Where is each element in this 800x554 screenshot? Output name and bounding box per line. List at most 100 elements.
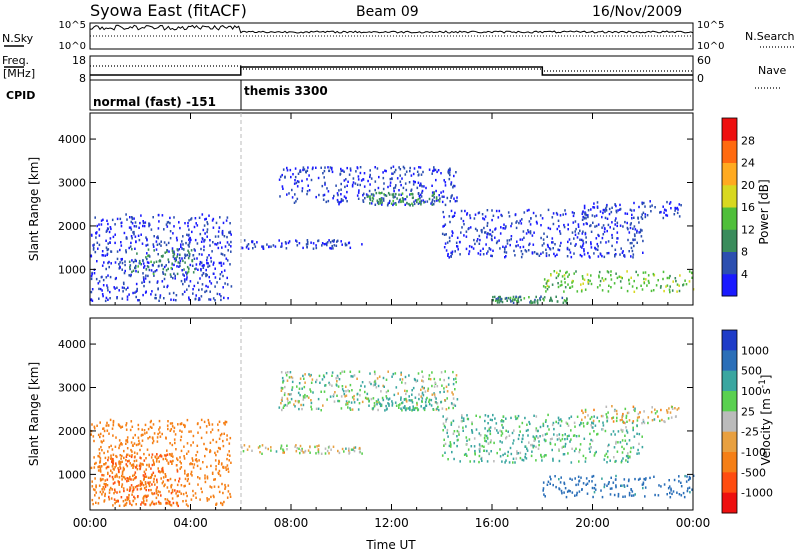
power-cell [262, 247, 265, 250]
velocity-cell [579, 448, 581, 452]
velocity-cell [564, 487, 567, 490]
power-cell [289, 168, 292, 172]
power-cell [580, 238, 583, 242]
velocity-cell [179, 460, 181, 463]
velocity-cell [436, 407, 438, 410]
velocity-cell [134, 433, 136, 437]
velocity-cell [199, 498, 201, 501]
velocity-cell [593, 454, 596, 457]
power-cell [444, 223, 447, 226]
velocity-cell [219, 474, 222, 477]
velocity-cell [643, 421, 646, 425]
velocity-cell [621, 451, 624, 454]
power-cell [506, 239, 509, 242]
velocity-cell [606, 450, 609, 453]
velocity-cell [578, 460, 580, 463]
velocity-cell [456, 398, 459, 401]
velocity-cell [283, 451, 285, 454]
power-cell [187, 243, 190, 247]
velocity-cell [436, 385, 439, 388]
power-cell [124, 260, 126, 263]
power-colorbar-swatch [722, 207, 737, 230]
power-cell [302, 168, 304, 172]
velocity-cell [349, 370, 352, 373]
velocity-cell [533, 439, 535, 442]
power-cell [432, 169, 434, 173]
power-cell [160, 255, 163, 258]
velocity-cell [442, 429, 444, 432]
velocity-cell [678, 475, 680, 478]
velocity-cell [208, 421, 210, 424]
velocity-cell [552, 421, 555, 425]
power-cell [214, 276, 217, 279]
power-cell [376, 199, 379, 202]
power-cell [187, 221, 189, 225]
velocity-cell [99, 490, 102, 494]
velocity-cell [421, 385, 424, 389]
velocity-cell [629, 450, 632, 454]
velocity-cell [421, 400, 423, 403]
power-cell [559, 244, 561, 247]
velocity-cell [125, 463, 128, 466]
power-cell [552, 247, 554, 250]
power-cell [444, 184, 447, 187]
velocity-cell [620, 484, 622, 487]
velocity-cell [606, 419, 609, 423]
power-cell [420, 173, 423, 176]
velocity-cell [149, 435, 151, 439]
velocity-cell [224, 423, 226, 426]
velocity-cell [154, 474, 156, 478]
power-cell [389, 199, 391, 203]
velocity-cell [112, 504, 114, 507]
velocity-cell [166, 424, 169, 427]
velocity-cell [213, 495, 215, 499]
velocity-cell [145, 485, 148, 488]
velocity-cell [132, 474, 134, 477]
velocity-cell [107, 456, 110, 459]
velocity-cell [395, 386, 398, 389]
velocity-cell [607, 444, 609, 448]
power-cell [572, 221, 575, 224]
power-cell [157, 287, 159, 290]
power-cell [329, 166, 332, 169]
velocity-cell [356, 398, 359, 401]
power-cell [433, 166, 435, 169]
velocity-cell [345, 390, 347, 393]
velocity-cell [121, 470, 124, 473]
velocity-cell [473, 437, 476, 440]
velocity-cell [377, 384, 380, 388]
x-tick-label: 00:00 [676, 516, 711, 530]
power-cell [133, 233, 135, 236]
power-cell [423, 185, 425, 188]
velocity-cell [496, 429, 498, 432]
power-cell [181, 247, 183, 250]
power-cell [446, 196, 449, 200]
velocity-cell [259, 445, 261, 448]
velocity-cell [319, 381, 321, 384]
velocity-cell [368, 381, 371, 384]
power-cell [150, 293, 152, 296]
velocity-cell [539, 435, 541, 438]
power-cell [412, 180, 415, 183]
power-cell [411, 202, 413, 205]
velocity-cell [451, 450, 453, 454]
power-cell [409, 193, 411, 196]
velocity-cell [405, 397, 407, 401]
power-cell [225, 219, 228, 222]
velocity-cell [286, 379, 289, 382]
power-cell [632, 227, 634, 230]
power-cell [399, 180, 402, 183]
power-cell [226, 216, 229, 219]
velocity-cell [198, 477, 201, 480]
power-cell [601, 277, 604, 280]
power-cell [635, 270, 637, 274]
velocity-cell [620, 461, 623, 464]
velocity-cell [347, 406, 349, 409]
velocity-cell [155, 502, 158, 505]
velocity-cell [522, 434, 524, 437]
velocity-cell [508, 461, 511, 464]
power-cell [486, 252, 488, 255]
power-cell [546, 235, 548, 238]
power-cell [420, 201, 422, 205]
